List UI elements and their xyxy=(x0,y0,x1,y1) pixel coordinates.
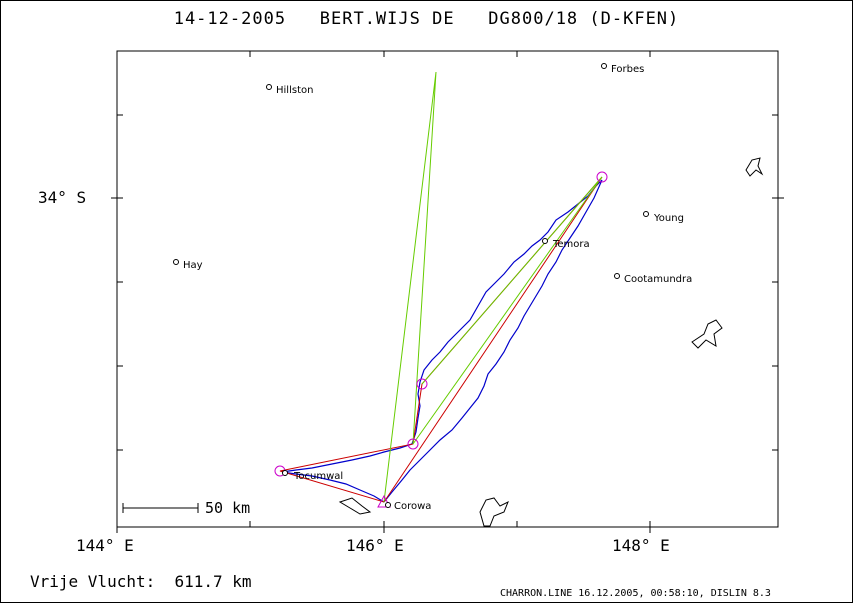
turnpoint-2 xyxy=(416,378,428,390)
credit-label: CHARRON.LINE 16.12.2005, 00:58:10, DISLI… xyxy=(500,588,771,599)
town-marker-tocumwal xyxy=(282,470,288,476)
start-triangle xyxy=(377,494,391,508)
place-label-hay: Hay xyxy=(183,260,203,271)
map-border xyxy=(116,50,779,528)
place-label-hillston: Hillston xyxy=(276,85,314,96)
town-marker-forbes xyxy=(601,63,607,69)
place-label-young: Young xyxy=(654,213,684,224)
town-markers xyxy=(173,63,649,508)
task-lines xyxy=(279,176,603,503)
lon-label-146: 146° E xyxy=(346,536,404,555)
place-label-tocumwal: Tocumwal xyxy=(294,471,344,482)
turnpoints xyxy=(274,171,608,508)
flight-track xyxy=(281,179,603,503)
town-marker-young xyxy=(643,211,649,217)
scale-bar xyxy=(122,503,199,513)
town-marker-cootamundra xyxy=(614,273,620,279)
place-label-corowa: Corowa xyxy=(394,501,432,512)
town-marker-hay xyxy=(173,259,179,265)
lat-label: 34° S xyxy=(38,188,87,207)
town-marker-temora xyxy=(542,238,548,244)
turnpoint-1 xyxy=(596,171,608,183)
scale-label: 50 km xyxy=(205,499,251,517)
turnpoint-3 xyxy=(407,438,419,450)
lon-label-148: 148° E xyxy=(612,536,670,555)
place-label-temora: Temora xyxy=(553,239,590,250)
place-label-forbes: Forbes xyxy=(611,64,645,75)
place-label-cootamundra: Cootamundra xyxy=(624,274,693,285)
lon-label-144: 144° E xyxy=(76,536,134,555)
lakes xyxy=(338,157,764,527)
distance-label: Vrije Vlucht: 611.7 km xyxy=(30,572,252,591)
town-marker-hillston xyxy=(266,84,272,90)
axis-ticks xyxy=(111,51,784,533)
page-title: 14-12-2005 BERT.WIJS DE DG800/18 (D-KFEN… xyxy=(173,9,680,29)
alt-lines xyxy=(383,71,603,503)
town-marker-corowa xyxy=(385,502,391,508)
